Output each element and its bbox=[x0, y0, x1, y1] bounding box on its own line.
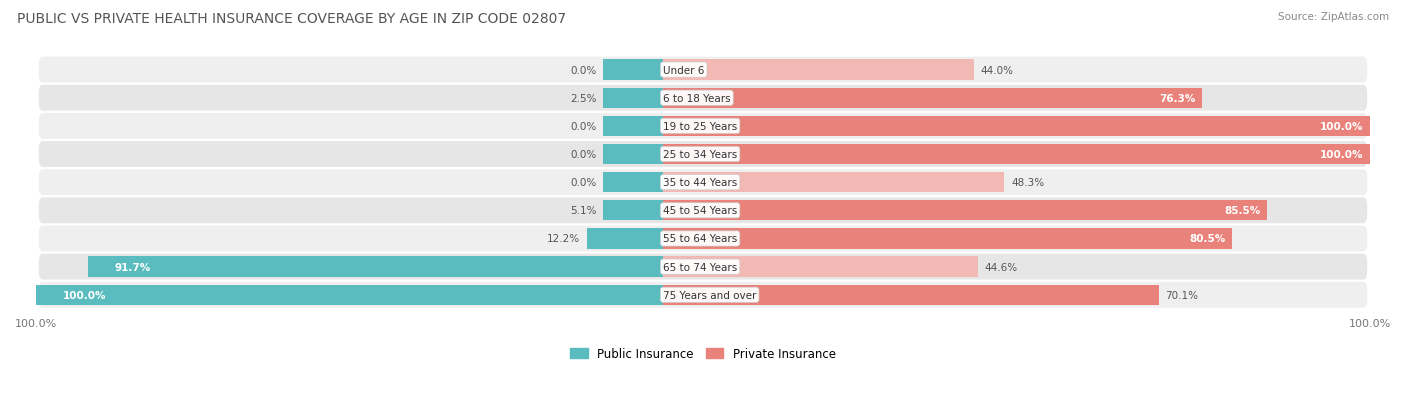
Text: 80.5%: 80.5% bbox=[1189, 234, 1226, 244]
Bar bbox=[89, 257, 664, 277]
Bar bbox=[603, 145, 664, 165]
Text: 76.3%: 76.3% bbox=[1160, 93, 1195, 104]
Text: 25 to 34 Years: 25 to 34 Years bbox=[664, 150, 737, 160]
Text: 0.0%: 0.0% bbox=[569, 150, 596, 160]
Text: 100.0%: 100.0% bbox=[1320, 121, 1364, 132]
Bar bbox=[664, 201, 1267, 221]
Text: Source: ZipAtlas.com: Source: ZipAtlas.com bbox=[1278, 12, 1389, 22]
Text: 44.6%: 44.6% bbox=[986, 262, 1018, 272]
Text: 35 to 44 Years: 35 to 44 Years bbox=[664, 178, 737, 188]
Bar bbox=[37, 285, 664, 305]
FancyBboxPatch shape bbox=[39, 254, 1367, 280]
Text: 70.1%: 70.1% bbox=[1166, 290, 1198, 300]
Text: 44.0%: 44.0% bbox=[981, 65, 1014, 76]
Text: 100.0%: 100.0% bbox=[63, 290, 107, 300]
Bar bbox=[664, 60, 974, 81]
Text: 55 to 64 Years: 55 to 64 Years bbox=[664, 234, 737, 244]
FancyBboxPatch shape bbox=[39, 198, 1367, 224]
FancyBboxPatch shape bbox=[39, 114, 1367, 140]
Bar bbox=[664, 173, 1004, 193]
Bar bbox=[603, 88, 664, 109]
Bar bbox=[664, 116, 1369, 137]
Bar bbox=[603, 173, 664, 193]
Bar bbox=[603, 201, 664, 221]
Text: 91.7%: 91.7% bbox=[115, 262, 150, 272]
Text: 0.0%: 0.0% bbox=[569, 65, 596, 76]
Legend: Public Insurance, Private Insurance: Public Insurance, Private Insurance bbox=[565, 342, 841, 365]
Text: 12.2%: 12.2% bbox=[547, 234, 579, 244]
Text: 100.0%: 100.0% bbox=[1320, 150, 1364, 160]
Bar bbox=[586, 229, 664, 249]
Text: 2.5%: 2.5% bbox=[569, 93, 596, 104]
Text: 6 to 18 Years: 6 to 18 Years bbox=[664, 93, 731, 104]
Bar bbox=[664, 285, 1159, 305]
Text: 0.0%: 0.0% bbox=[569, 178, 596, 188]
FancyBboxPatch shape bbox=[39, 57, 1367, 83]
Text: Under 6: Under 6 bbox=[664, 65, 704, 76]
Text: 85.5%: 85.5% bbox=[1225, 206, 1261, 216]
FancyBboxPatch shape bbox=[39, 142, 1367, 168]
FancyBboxPatch shape bbox=[39, 85, 1367, 112]
FancyBboxPatch shape bbox=[39, 170, 1367, 196]
Text: 5.1%: 5.1% bbox=[569, 206, 596, 216]
Text: 0.0%: 0.0% bbox=[569, 121, 596, 132]
Bar bbox=[603, 60, 664, 81]
Text: 45 to 54 Years: 45 to 54 Years bbox=[664, 206, 737, 216]
FancyBboxPatch shape bbox=[39, 282, 1367, 308]
Bar bbox=[603, 116, 664, 137]
Text: 19 to 25 Years: 19 to 25 Years bbox=[664, 121, 737, 132]
Bar bbox=[664, 145, 1369, 165]
FancyBboxPatch shape bbox=[39, 226, 1367, 252]
Text: 65 to 74 Years: 65 to 74 Years bbox=[664, 262, 737, 272]
Bar bbox=[664, 257, 979, 277]
Bar bbox=[664, 229, 1232, 249]
Text: 75 Years and over: 75 Years and over bbox=[664, 290, 756, 300]
Bar bbox=[664, 88, 1202, 109]
Text: PUBLIC VS PRIVATE HEALTH INSURANCE COVERAGE BY AGE IN ZIP CODE 02807: PUBLIC VS PRIVATE HEALTH INSURANCE COVER… bbox=[17, 12, 567, 26]
Text: 48.3%: 48.3% bbox=[1011, 178, 1045, 188]
